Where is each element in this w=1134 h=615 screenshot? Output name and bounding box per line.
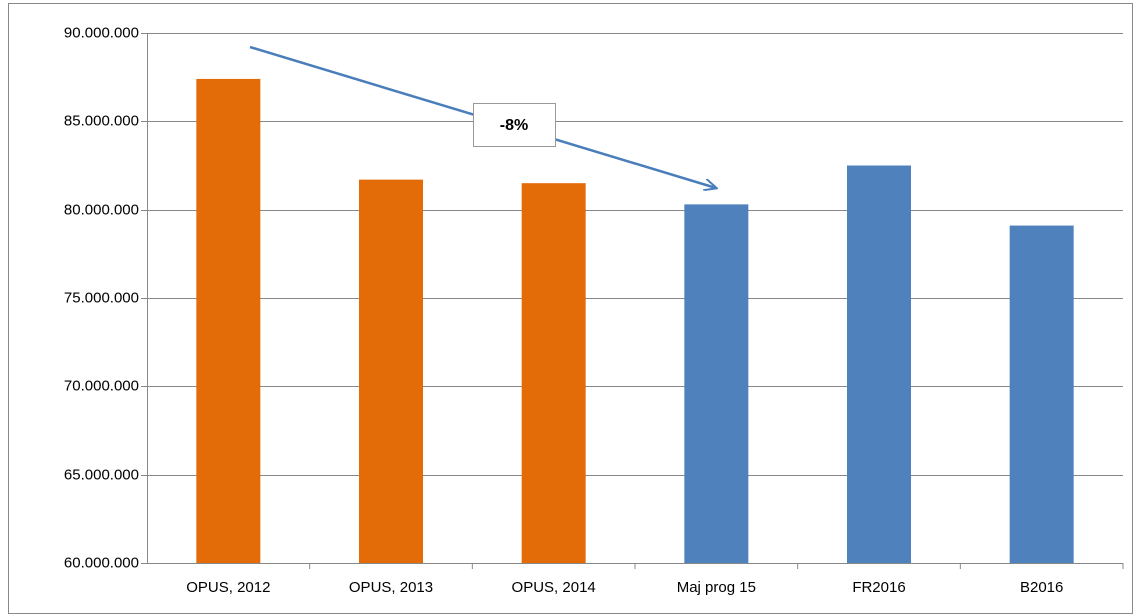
x-tick-label: FR2016 — [852, 579, 905, 596]
bar — [847, 165, 911, 563]
annotation-box — [473, 103, 556, 147]
x-tick-label: B2016 — [1020, 579, 1063, 596]
annotation: -8% — [500, 117, 528, 134]
y-tick-label: 70.000.000 — [64, 377, 139, 394]
x-tick-label: OPUS, 2014 — [512, 579, 596, 596]
bar — [196, 78, 261, 563]
y-tick-label: 60.000.000 — [64, 554, 139, 571]
y-tick-label: 90.000.000 — [64, 24, 139, 41]
bar — [684, 204, 749, 563]
bar — [1009, 225, 1074, 564]
y-tick-label: 80.000.000 — [64, 201, 139, 218]
y-tick-label: 75.000.000 — [64, 289, 139, 306]
x-tick-label: OPUS, 2013 — [349, 579, 433, 596]
y-tick-label: 85.000.000 — [64, 112, 139, 129]
bar — [359, 179, 423, 563]
x-tick-label: Maj prog 15 — [677, 579, 756, 596]
x-tick-label: OPUS, 2012 — [186, 579, 270, 596]
y-tick-label: 65.000.000 — [64, 466, 139, 483]
bar — [521, 183, 586, 563]
